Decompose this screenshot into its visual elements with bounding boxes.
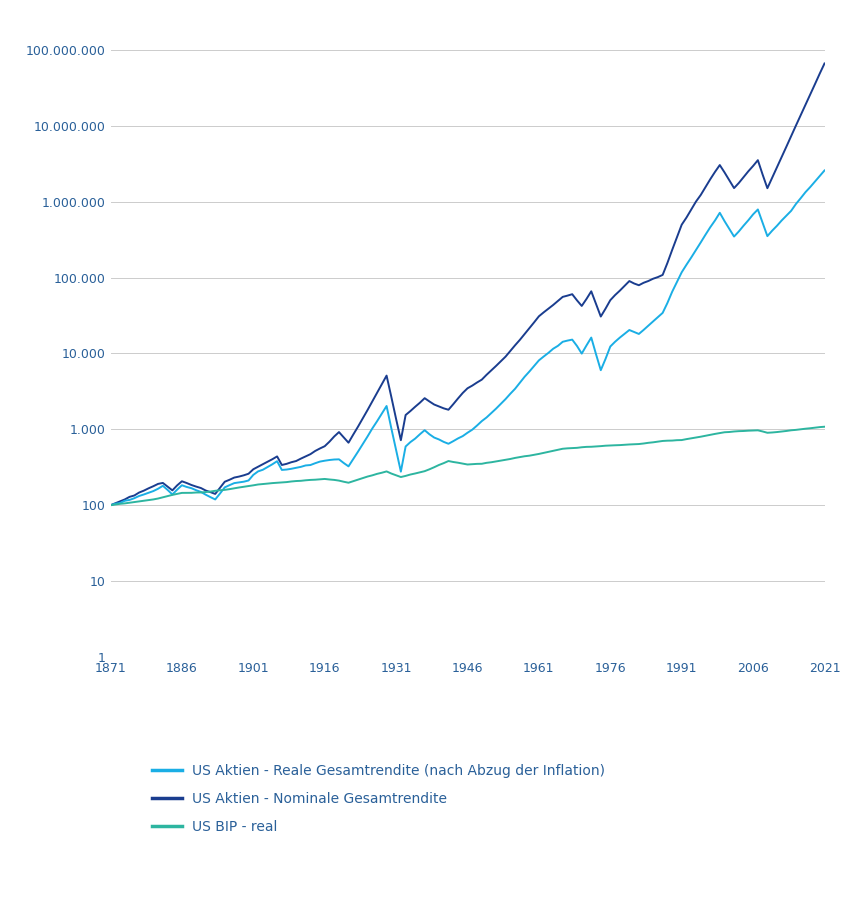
Legend: US Aktien - Reale Gesamtrendite (nach Abzug der Inflation), US Aktien - Nominale: US Aktien - Reale Gesamtrendite (nach Ab… <box>146 759 610 840</box>
